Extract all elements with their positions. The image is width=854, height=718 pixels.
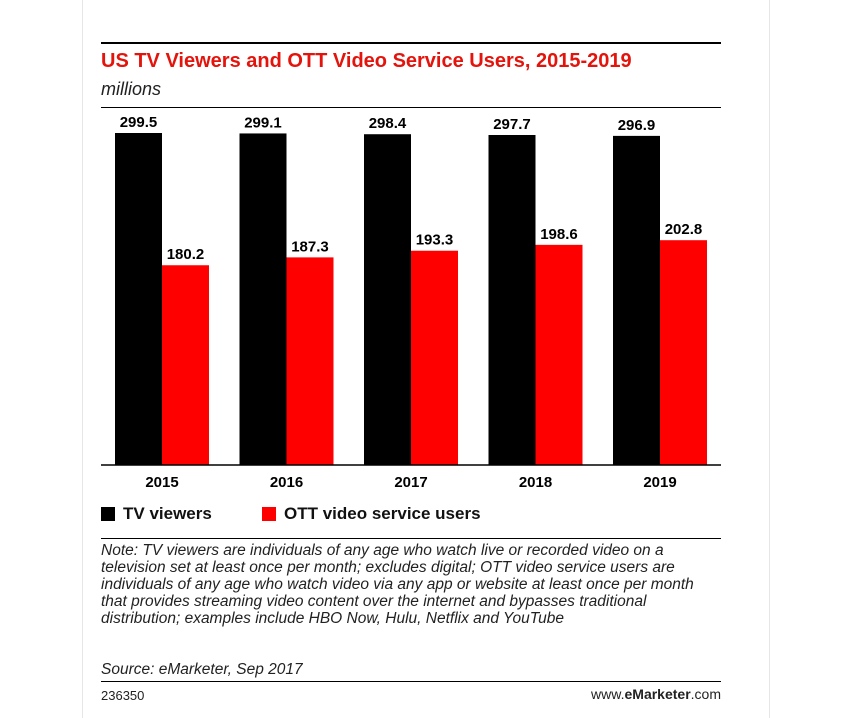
data-label-ott-users-2019: 202.8 (665, 221, 703, 238)
x-tick-label-2018: 2018 (519, 474, 552, 491)
title-rule (101, 107, 721, 108)
data-label-ott-users-2018: 198.6 (540, 226, 578, 243)
legend-swatch-ott-users (262, 507, 276, 521)
note-rule (101, 538, 721, 539)
bar-tv-viewers-2017 (364, 134, 411, 465)
bar-tv-viewers-2016 (239, 133, 287, 465)
data-label-tv-viewers-2016: 299.1 (244, 114, 282, 131)
brand-name: eMarketer (624, 686, 691, 702)
brand-url: www.eMarketer.com (591, 686, 721, 702)
data-label-tv-viewers-2015: 299.5 (120, 114, 158, 131)
brand-suffix: .com (690, 686, 721, 702)
top-rule (101, 42, 721, 44)
x-tick-label-2017: 2017 (394, 474, 427, 491)
chart-source: Source: eMarketer, Sep 2017 (101, 661, 303, 678)
bars-layer: 299.5 180.2 2015 299.1 187.3 2016 298.4 193.3 20… (115, 114, 707, 491)
data-label-tv-viewers-2017: 298.4 (369, 115, 407, 132)
legend-label-tv-viewers: TV viewers (123, 504, 212, 523)
bar-tv-viewers-2018 (488, 134, 536, 465)
data-label-ott-users-2015: 180.2 (167, 246, 205, 263)
footer-rule (101, 681, 721, 682)
frame-left-border (82, 0, 83, 718)
data-label-tv-viewers-2019: 296.9 (618, 117, 656, 134)
chart-title: US TV Viewers and OTT Video Service User… (101, 50, 632, 72)
chart-id: 236350 (101, 688, 145, 703)
x-tick-label-2016: 2016 (270, 474, 303, 491)
legend-swatch-tv-viewers (101, 507, 115, 521)
bar-chart: 299.5 180.2 2015 299.1 187.3 2016 298.4 193.3 20… (101, 114, 721, 491)
chart-note: Note: TV viewers are individuals of any … (101, 542, 694, 627)
bar-tv-viewers-2019 (613, 135, 660, 465)
data-label-ott-users-2016: 187.3 (291, 238, 329, 255)
legend-item-tv-viewers: TV viewers (101, 503, 212, 525)
frame-right-border (769, 0, 770, 718)
bar-ott-users-2019 (660, 240, 707, 465)
bar-ott-users-2018 (535, 244, 583, 465)
x-tick-label-2019: 2019 (643, 474, 676, 491)
data-label-ott-users-2017: 193.3 (416, 232, 454, 249)
data-label-tv-viewers-2018: 297.7 (493, 116, 531, 133)
bar-tv-viewers-2015 (115, 133, 162, 465)
bar-ott-users-2015 (162, 265, 209, 465)
bar-ott-users-2016 (286, 257, 334, 465)
brand-prefix: www. (591, 686, 625, 702)
legend-label-ott-users: OTT video service users (284, 504, 481, 523)
x-tick-label-2015: 2015 (145, 474, 178, 491)
chart-subtitle: millions (101, 79, 162, 99)
legend-item-ott-users: OTT video service users (262, 503, 481, 525)
bar-ott-users-2017 (411, 250, 458, 465)
